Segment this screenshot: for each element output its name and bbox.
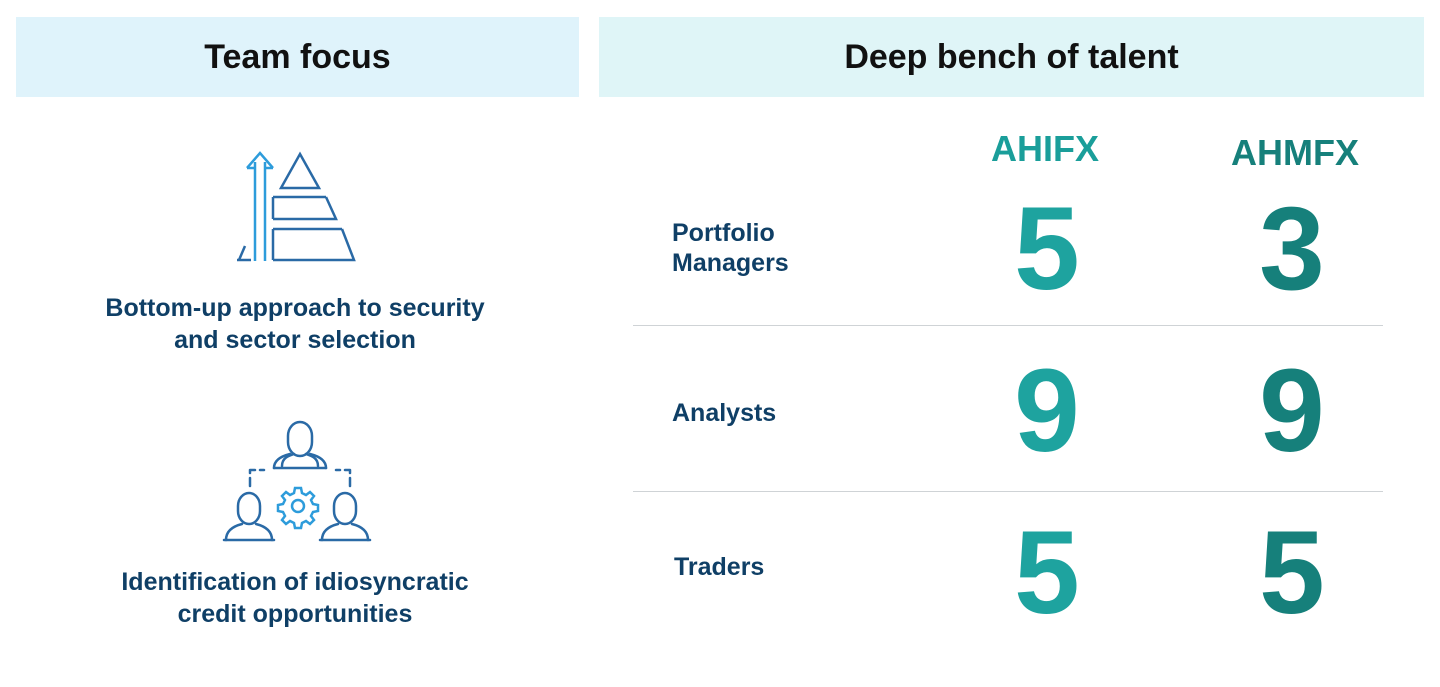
row-divider: [633, 491, 1383, 492]
row-divider: [633, 325, 1383, 326]
value-ahifx-traders: 5: [1014, 507, 1080, 639]
column-header-ahmfx: AHMFX: [1231, 132, 1359, 173]
team-gear-icon: [220, 416, 380, 546]
focus-item-idiosyncratic: Identification of idiosyncratic credit o…: [80, 566, 510, 630]
pyramid-arrow-icon: [233, 148, 363, 266]
value-ahmfx-portfolio-managers: 3: [1259, 183, 1325, 315]
value-ahifx-portfolio-managers: 5: [1014, 183, 1080, 315]
row-label-line: Portfolio: [672, 219, 775, 247]
focus-item-line: Bottom-up approach to security: [105, 294, 485, 322]
focus-item-line: Identification of idiosyncratic: [121, 568, 469, 596]
column-header-ahifx: AHIFX: [991, 128, 1099, 169]
row-label-traders: Traders: [674, 553, 765, 581]
focus-item-bottom-up: Bottom-up approach to security and secto…: [80, 292, 510, 356]
value-ahmfx-traders: 5: [1259, 507, 1325, 639]
value-ahifx-analysts: 9: [1014, 345, 1080, 477]
row-label-portfolio-managers: Portfolio Managers: [672, 218, 872, 278]
row-label-line: Managers: [672, 249, 789, 277]
focus-item-line: credit opportunities: [177, 600, 413, 628]
deep-bench-header: Deep bench of talent: [599, 17, 1424, 97]
focus-item-line: and sector selection: [174, 326, 416, 354]
team-focus-header: Team focus: [16, 17, 579, 97]
value-ahmfx-analysts: 9: [1259, 345, 1325, 477]
row-label-analysts: Analysts: [672, 399, 777, 427]
